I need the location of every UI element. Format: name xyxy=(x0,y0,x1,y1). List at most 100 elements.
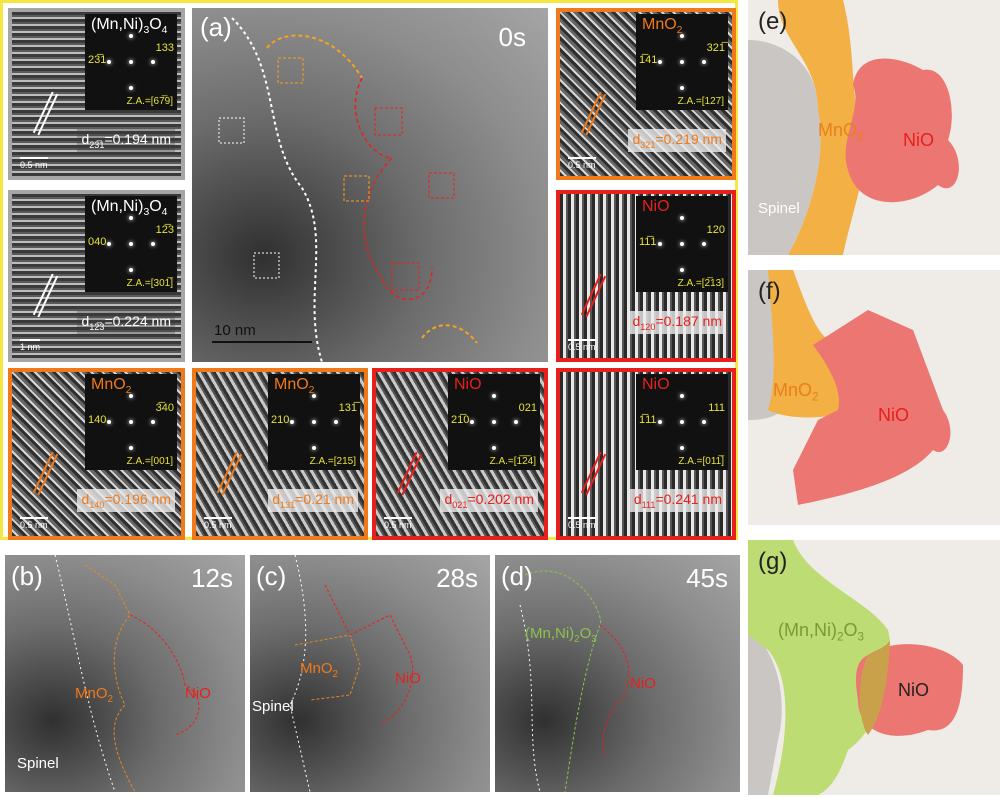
spot-label-right: 3̅40 xyxy=(155,402,174,414)
phase-part: 2 xyxy=(308,385,315,397)
scale-bar: 0.5 nm xyxy=(568,517,596,530)
spot-label-left: 21̅0 xyxy=(451,414,470,426)
phase-part: NiO xyxy=(454,376,482,393)
phase-part: O xyxy=(149,198,162,215)
phase-part: 4 xyxy=(161,207,168,219)
mno2-label: MnO2 xyxy=(75,685,113,705)
spinel-label: Spinel xyxy=(252,698,294,715)
diffraction-spot xyxy=(680,268,684,272)
d-symbol: d xyxy=(444,491,453,508)
diffraction-spot xyxy=(702,60,706,64)
diffraction-spot xyxy=(680,242,684,246)
diffraction-spot xyxy=(129,242,133,246)
diffraction-spot xyxy=(680,34,684,38)
phase-label: NiO xyxy=(642,198,670,216)
d-index: 321 xyxy=(640,140,656,150)
d-value: =0.202 nm xyxy=(467,491,534,508)
scale-bar: 0.5 nm xyxy=(20,517,48,530)
diffraction-spot xyxy=(680,60,684,64)
phase-part: MnO xyxy=(642,16,677,33)
diffraction-spot xyxy=(492,420,496,424)
phase-part: 3 xyxy=(143,207,150,219)
d-index: 12̅3 xyxy=(89,322,105,332)
zone-axis-label: Z.A.=[67̅9] xyxy=(126,96,173,107)
panel-d-tem-image: (d) 45s (Mn,Ni)2O3 NiO xyxy=(495,555,740,792)
d-value: =0.21 nm xyxy=(295,491,354,508)
phase-label: NiO xyxy=(454,376,482,394)
panel-label: (c) xyxy=(256,561,287,591)
phase-label: (Mn,Ni)3O4 xyxy=(91,198,167,218)
time-label: 0s xyxy=(498,22,526,52)
diffraction-spot xyxy=(492,446,496,450)
phase-part: 2 xyxy=(676,25,683,37)
zone-axis-label: Z.A.=[001] xyxy=(126,456,173,467)
panel-label: (b) xyxy=(11,561,43,591)
phase-label: MnO2 xyxy=(642,16,682,36)
d-index: 23̅1 xyxy=(89,140,105,150)
diffraction-spot xyxy=(312,420,316,424)
phase-part: (Mn,Ni) xyxy=(91,198,144,215)
diffraction-spot xyxy=(151,242,155,246)
d-symbol: d xyxy=(632,131,641,148)
d-spacing-label: d140=0.196 nm xyxy=(77,489,175,512)
d-index: 021 xyxy=(452,500,468,510)
spot-label-right: 111 xyxy=(708,402,725,414)
d-value: =0.196 nm xyxy=(104,491,171,508)
diffraction-spot xyxy=(107,420,111,424)
phase-label: (Mn,Ni)3O4 xyxy=(91,16,167,36)
phase-part: 4 xyxy=(161,25,168,37)
nio-label: NiO xyxy=(630,675,656,692)
hrtem-panel: NiO 11̅1 120 Z.A.=[2̅13] d120=0.187 nm 0.5 nm xyxy=(556,190,736,362)
phase-part: NiO xyxy=(642,198,670,215)
scale-bar: 0.5 nm xyxy=(384,517,412,530)
diffraction-spot xyxy=(702,420,706,424)
spot-label-right: 120 xyxy=(706,224,725,236)
d-symbol: d xyxy=(272,491,281,508)
mno2-label: MnO2 xyxy=(773,380,819,404)
spot-label-left: 140 xyxy=(88,414,107,426)
scale-bar: 0.5 nm xyxy=(204,517,232,530)
time-label: 28s xyxy=(436,563,478,593)
lattice-fringe-marker xyxy=(32,91,59,136)
d-value: =0.194 nm xyxy=(104,131,171,148)
mno2-label: MnO2 xyxy=(300,660,338,680)
d-symbol: d xyxy=(81,313,90,330)
spot-label-right: 133 xyxy=(155,42,174,54)
zone-axis-label: Z.A.=[011̅] xyxy=(678,456,724,467)
diffraction-spot xyxy=(312,394,316,398)
spinel-label: Spinel xyxy=(17,755,59,772)
nio-label: NiO xyxy=(395,670,421,687)
fft-inset: NiO 1̅11 111 Z.A.=[011̅] xyxy=(636,374,728,470)
mno2-label: MnO2 xyxy=(818,120,864,144)
d-value: =0.241 nm xyxy=(655,491,722,508)
lattice-fringe-marker xyxy=(580,91,607,136)
mn-ni-oxide-label: (Mn,Ni)2O3 xyxy=(778,620,865,644)
lattice-fringe-marker xyxy=(396,451,423,496)
panel-f-schematic: (f) MnO2 NiO xyxy=(748,270,1000,525)
diffraction-spot xyxy=(702,242,706,246)
diffraction-spot xyxy=(129,86,133,90)
panel-label: (a) xyxy=(200,12,232,42)
nio-label: NiO xyxy=(185,685,211,702)
lattice-fringe-marker xyxy=(580,451,607,496)
diffraction-spot xyxy=(470,420,474,424)
diffraction-spot xyxy=(312,446,316,450)
diffraction-spot xyxy=(151,60,155,64)
lattice-fringe-marker xyxy=(32,451,59,496)
d-spacing-label: d12̅3=0.224 nm xyxy=(77,311,175,334)
diffraction-spot xyxy=(680,446,684,450)
diffraction-spot xyxy=(680,394,684,398)
spot-label-left: 210 xyxy=(271,414,290,426)
zone-axis-label: Z.A.=[1̅2̅4] xyxy=(489,456,536,467)
spot-label-left: 1̅41 xyxy=(639,54,658,66)
d-symbol: d xyxy=(633,491,642,508)
d-spacing-label: d021=0.202 nm xyxy=(440,489,538,512)
spot-label-right: 021 xyxy=(518,402,537,414)
spot-label-right: 131̅ xyxy=(338,402,357,414)
phase-label: MnO2 xyxy=(274,376,314,396)
fft-inset: NiO 11̅1 120 Z.A.=[2̅13] xyxy=(636,196,728,292)
diffraction-spot xyxy=(680,86,684,90)
diffraction-spot xyxy=(492,394,496,398)
phase-part: MnO xyxy=(91,376,126,393)
